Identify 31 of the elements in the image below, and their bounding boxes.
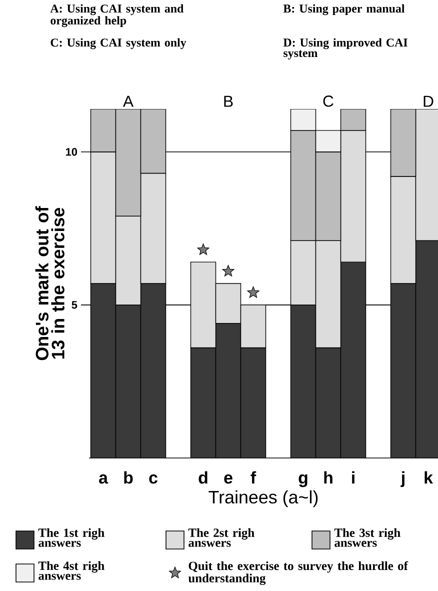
- y-tick-label: 5: [72, 301, 78, 309]
- text: D: Using improved CAI system: [283, 38, 408, 60]
- text: B: [224, 96, 233, 107]
- x-tick-label: b: [124, 471, 133, 484]
- x-axis-title: Trainees (a~l): [208, 490, 318, 508]
- x-tick-label: j: [400, 471, 404, 488]
- text: B: Using paper manual: [283, 4, 405, 16]
- point: [247, 286, 260, 298]
- x-tick-label: e: [224, 474, 232, 484]
- y-axis-title: One's mark out of 13 in the exercise: [35, 206, 64, 360]
- point: [222, 264, 234, 276]
- text: C: Using CAI system only: [50, 38, 186, 50]
- legend-label: The 1st righ answers: [38, 528, 104, 547]
- x-tick-label: i: [352, 471, 354, 484]
- text: D: [424, 96, 434, 107]
- x-tick-label: d: [198, 471, 208, 484]
- point: [197, 244, 210, 255]
- x-tick-label: f: [250, 471, 256, 484]
- text: A: Using CAI system and organized help: [50, 4, 184, 28]
- x-tick-label: g: [298, 474, 308, 488]
- x-tick-label: a: [99, 474, 108, 484]
- legend-label: The 3st righ answers: [334, 528, 400, 547]
- legend-label: The 2st righ answers: [188, 528, 254, 547]
- x-tick-label: k: [424, 471, 433, 484]
- text: A: [122, 96, 134, 107]
- legend-label: Quit the exercise to survey the hurdle of understanding: [188, 561, 408, 586]
- y-tick-label: 10: [66, 148, 78, 156]
- x-tick-label: h: [324, 471, 332, 484]
- x-tick-label: c: [149, 474, 158, 484]
- legend-label: The 4st righ answers: [38, 561, 104, 580]
- text: C: [323, 96, 334, 107]
